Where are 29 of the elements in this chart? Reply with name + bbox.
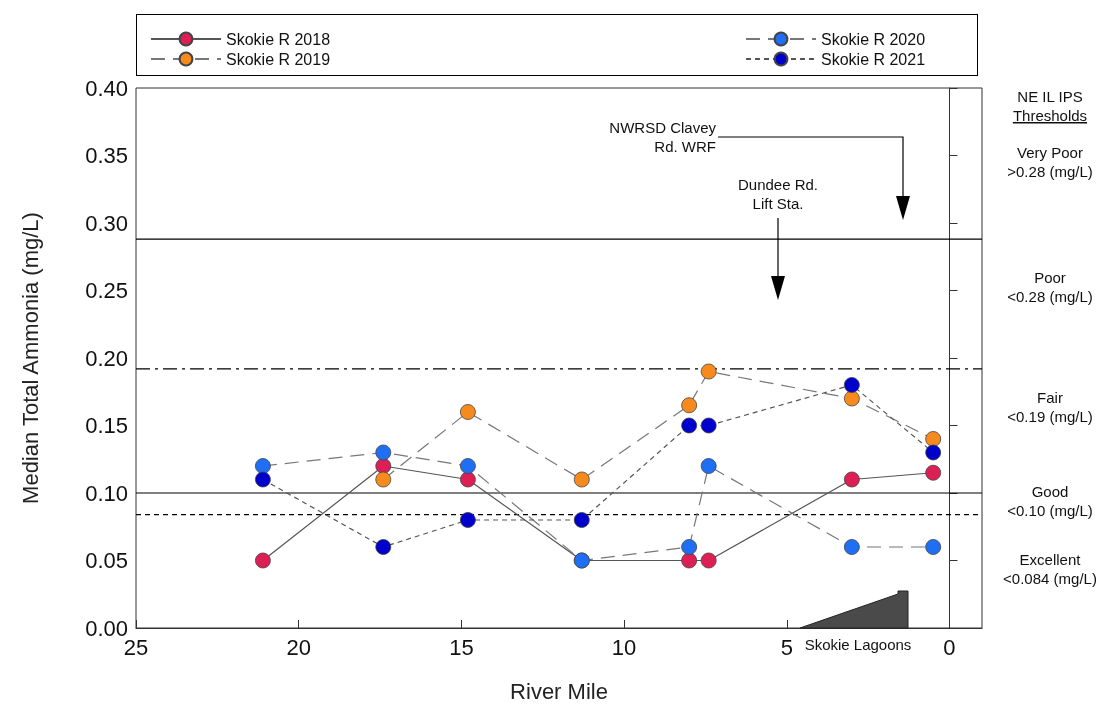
y-tick-label: 0.25 — [85, 278, 128, 303]
legend-label: Skokie R 2020 — [821, 30, 926, 48]
x-tick-label: 20 — [286, 634, 311, 660]
x-axis-title: River Mile — [510, 678, 608, 704]
y-tick-label: 0.05 — [85, 548, 128, 573]
text: NE IL IPS Thresholds — [1012, 88, 1088, 124]
x-tick-label: 10 — [611, 634, 637, 660]
y-tick-label: 0.00 — [85, 615, 128, 641]
annotation: NWRSD Clavey Rd. WRF — [609, 119, 717, 155]
x-tick-label: 15 — [449, 634, 474, 660]
text: Skokie Lagoons — [804, 636, 912, 653]
x-tick-label: 0 — [943, 634, 956, 660]
y-tick-label: 0.30 — [85, 210, 128, 236]
text: Poor <0.28 (mg/L) — [1007, 269, 1093, 306]
text: Excellent <0.084 (mg/L) — [1003, 551, 1097, 588]
text: Good <0.10 (mg/L) — [1007, 483, 1093, 519]
y-tick-label: 0.15 — [85, 413, 128, 438]
y-tick-label: 0.20 — [85, 345, 128, 371]
legend-label: Skokie R 2021 — [821, 50, 926, 68]
y-tick-label: 0.10 — [85, 480, 128, 506]
y-tick-label: 0.40 — [85, 75, 128, 101]
annotation: Dundee Rd. Lift Sta. — [737, 176, 819, 212]
legend-label: Skokie R 2018 — [226, 30, 331, 48]
y-tick-label: 0.35 — [85, 143, 128, 168]
legend-label: Skokie R 2019 — [226, 50, 331, 68]
text: Fair <0.19 (mg/L) — [1007, 388, 1093, 425]
y-axis-title: Median Total Ammonia (mg/L) — [17, 212, 43, 504]
text: Very Poor >0.28 (mg/L) — [1007, 143, 1093, 180]
x-tick-label: 5 — [780, 634, 793, 660]
